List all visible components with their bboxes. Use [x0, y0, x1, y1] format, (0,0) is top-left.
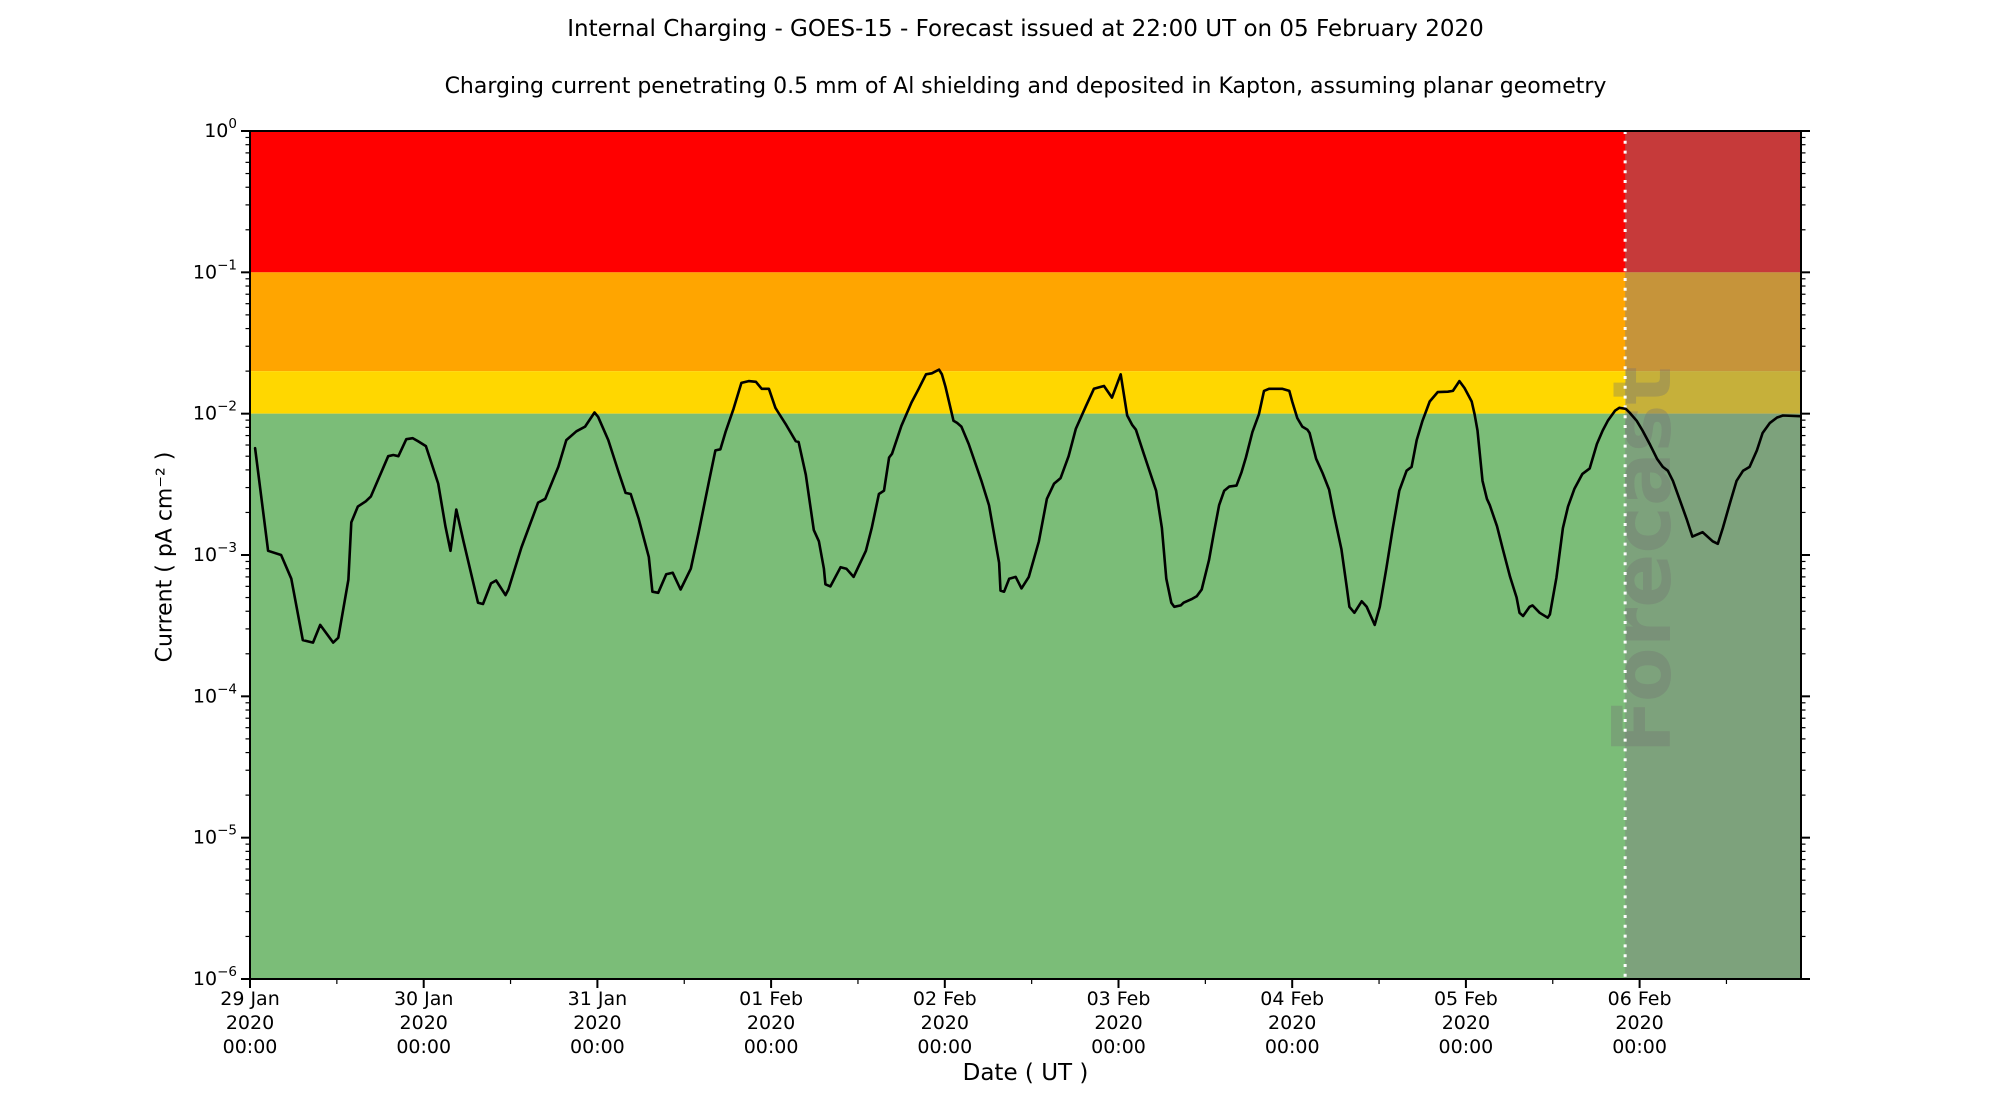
x-tick-label: 06 Feb: [1608, 988, 1672, 1010]
y-axis: 100 10−1 10−2 10−3 10−4 10−5 10−6: [193, 116, 1810, 990]
x-tick-label: 2020: [400, 1012, 448, 1034]
y-axis-label: Current ( pA cm⁻² ): [152, 451, 178, 663]
x-tick-label: 00:00: [917, 1036, 972, 1058]
x-tick-label: 03 Feb: [1087, 988, 1151, 1010]
x-tick-label: 30 Jan: [394, 988, 454, 1010]
x-tick-label: 2020: [226, 1012, 274, 1034]
x-tick-label: 2020: [1268, 1012, 1316, 1034]
band-red: [250, 131, 1801, 273]
y-tick-label: 10−5: [193, 823, 237, 849]
x-tick-label: 04 Feb: [1260, 988, 1324, 1010]
x-tick-label: 00:00: [1612, 1036, 1667, 1058]
x-tick-label: 00:00: [1265, 1036, 1320, 1058]
chart-title: Internal Charging - GOES-15 - Forecast i…: [567, 16, 1484, 42]
y-tick-label: 10−1: [193, 257, 237, 283]
x-tick-label: 00:00: [1091, 1036, 1146, 1058]
band-orange: [250, 272, 1801, 372]
forecast-watermark: Forecast: [1596, 366, 1689, 753]
y-tick-label: 10−6: [193, 964, 237, 990]
x-tick-label: 2020: [1442, 1012, 1490, 1034]
x-tick-label: 2020: [747, 1012, 795, 1034]
x-tick-label: 00:00: [1439, 1036, 1494, 1058]
x-tick-label: 2020: [1615, 1012, 1663, 1034]
current-series-line: [253, 368, 1802, 644]
x-tick-label: 2020: [921, 1012, 969, 1034]
y-tick-label: 10−2: [193, 399, 237, 425]
x-tick-label: 01 Feb: [739, 988, 803, 1010]
x-tick-label: 02 Feb: [913, 988, 977, 1010]
x-tick-label: 05 Feb: [1434, 988, 1498, 1010]
y-tick-label: 10−4: [193, 681, 237, 707]
chart-subtitle: Charging current penetrating 0.5 mm of A…: [444, 74, 1607, 99]
forecast-overlay: [1625, 131, 1801, 979]
x-axis-label: Date ( UT ): [962, 1060, 1089, 1086]
x-tick-label: 00:00: [570, 1036, 625, 1058]
x-tick-label: 00:00: [223, 1036, 278, 1058]
x-tick-label: 2020: [573, 1012, 621, 1034]
band-yellow: [250, 371, 1801, 414]
y-tick-label: 10−3: [193, 540, 237, 566]
x-tick-label: 29 Jan: [220, 988, 280, 1010]
y-tick-label: 100: [204, 116, 237, 142]
x-tick-label: 00:00: [744, 1036, 799, 1058]
x-tick-label: 2020: [1094, 1012, 1142, 1034]
band-green: [250, 413, 1801, 980]
x-tick-label: 00:00: [396, 1036, 451, 1058]
x-tick-label: 31 Jan: [568, 988, 628, 1010]
